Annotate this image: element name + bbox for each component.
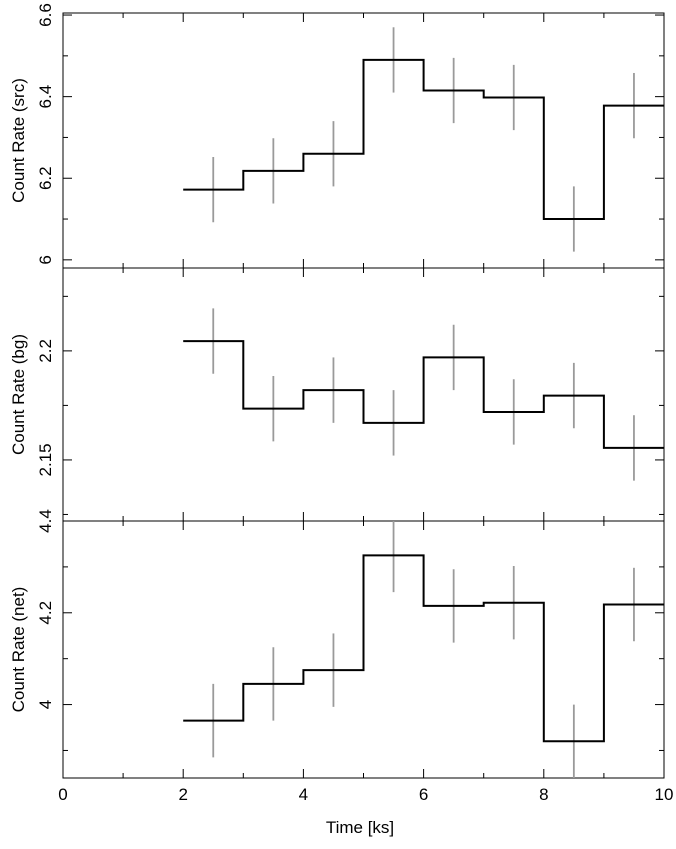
x-tick-label: 8 [539,785,548,804]
x-axis-label: Time [ks] [326,818,394,837]
x-tick-label: 0 [58,785,67,804]
step-line-1 [183,340,664,449]
x-tick-label: 4 [299,785,308,804]
x-tick-label: 10 [655,785,674,804]
y-tick-label: 6.6 [36,3,55,27]
step-line-2 [183,554,664,743]
x-tick-label: 6 [419,785,428,804]
labels: Time [ks] 6 6.2 6.4 6.6 Count Rate (src) 2.15… [9,3,673,837]
y-axis-label: Count Rate (bg) [9,334,28,455]
y-axis-label: Count Rate (src) [9,78,28,203]
y-tick-label: 4.2 [36,601,55,625]
step-line-0 [183,58,664,221]
y-tick-label: 2.15 [36,443,55,476]
y-tick-label: 6.2 [36,166,55,190]
tick-marks [62,13,665,778]
y-tick-label: 4 [36,700,55,709]
y-tick-label: 2.2 [36,339,55,363]
x-tick-label: 2 [178,785,187,804]
y-tick-label: 6.4 [36,85,55,109]
y-axis-label: Count Rate (net) [9,587,28,713]
step-lines [183,58,664,743]
y-tick-label: 4.4 [36,509,55,533]
y-tick-label: 6 [36,255,55,264]
